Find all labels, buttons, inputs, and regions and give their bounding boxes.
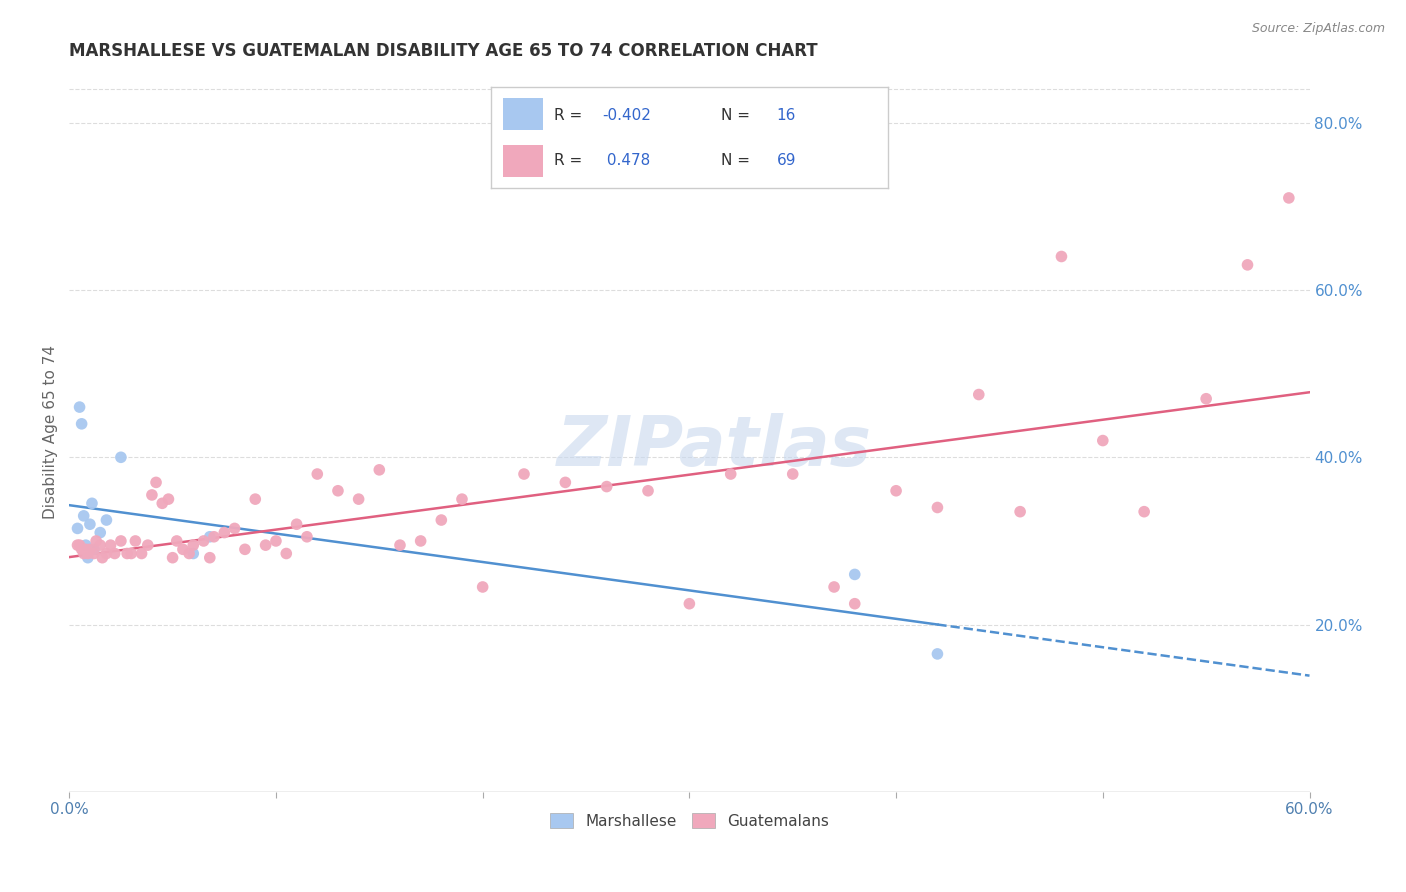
Point: [79, 517, 101, 532]
Point: [1010, 505, 1032, 519]
Point: [89, 525, 111, 540]
Point: [451, 492, 474, 507]
Point: [120, 547, 142, 561]
Point: [224, 521, 246, 535]
Point: [430, 513, 453, 527]
Point: [1195, 392, 1218, 406]
Point: [844, 567, 866, 582]
Point: [145, 475, 167, 490]
Point: [678, 597, 700, 611]
Point: [307, 467, 329, 481]
Point: [179, 547, 201, 561]
Point: [84, 533, 107, 548]
Point: [193, 533, 215, 548]
Point: [104, 547, 127, 561]
Point: [198, 530, 221, 544]
Text: ZIPatlas: ZIPatlas: [557, 413, 872, 480]
Point: [75, 542, 97, 557]
Point: [326, 483, 349, 498]
Point: [96, 513, 118, 527]
Point: [295, 530, 318, 544]
Point: [1091, 434, 1114, 448]
Point: [157, 492, 180, 507]
Point: [245, 492, 267, 507]
Point: [131, 547, 153, 561]
Point: [720, 467, 742, 481]
Legend: Marshallese, Guatemalans: Marshallese, Guatemalans: [544, 806, 835, 835]
Point: [409, 533, 432, 548]
Point: [233, 542, 256, 557]
Point: [75, 538, 97, 552]
Point: [554, 475, 576, 490]
Point: [782, 467, 804, 481]
Point: [83, 542, 105, 557]
Point: [100, 538, 122, 552]
Point: [285, 517, 308, 532]
Point: [347, 492, 370, 507]
Point: [1236, 258, 1258, 272]
Point: [91, 550, 114, 565]
Point: [73, 547, 96, 561]
Point: [471, 580, 494, 594]
Point: [70, 542, 93, 557]
Y-axis label: Disability Age 65 to 74: Disability Age 65 to 74: [44, 345, 58, 519]
Point: [884, 483, 907, 498]
Point: [202, 530, 225, 544]
Point: [96, 547, 118, 561]
Point: [83, 547, 105, 561]
Point: [69, 538, 91, 552]
Point: [79, 542, 101, 557]
Text: MARSHALLESE VS GUATEMALAN DISABILITY AGE 65 TO 74 CORRELATION CHART: MARSHALLESE VS GUATEMALAN DISABILITY AGE…: [69, 42, 818, 60]
Point: [110, 450, 132, 465]
Point: [124, 533, 146, 548]
Point: [172, 542, 194, 557]
Point: [136, 538, 159, 552]
Point: [110, 533, 132, 548]
Point: [214, 525, 236, 540]
Point: [513, 467, 536, 481]
Point: [150, 496, 173, 510]
Point: [89, 538, 111, 552]
Point: [80, 496, 103, 510]
Point: [927, 500, 949, 515]
Point: [368, 463, 391, 477]
Point: [637, 483, 659, 498]
Point: [967, 387, 990, 401]
Point: [76, 550, 98, 565]
Point: [388, 538, 411, 552]
Point: [162, 550, 184, 565]
Point: [76, 547, 98, 561]
Point: [927, 647, 949, 661]
Point: [1278, 191, 1301, 205]
Point: [276, 547, 298, 561]
Point: [141, 488, 163, 502]
Point: [1050, 250, 1073, 264]
Point: [1133, 505, 1156, 519]
Point: [844, 597, 866, 611]
Point: [66, 521, 89, 535]
Point: [70, 417, 93, 431]
Point: [115, 547, 138, 561]
Point: [66, 538, 89, 552]
Point: [181, 538, 204, 552]
Text: Source: ZipAtlas.com: Source: ZipAtlas.com: [1251, 22, 1385, 36]
Point: [73, 508, 96, 523]
Point: [823, 580, 845, 594]
Point: [166, 533, 188, 548]
Point: [181, 547, 204, 561]
Point: [69, 400, 91, 414]
Point: [264, 533, 287, 548]
Point: [198, 550, 221, 565]
Point: [596, 479, 619, 493]
Point: [254, 538, 277, 552]
